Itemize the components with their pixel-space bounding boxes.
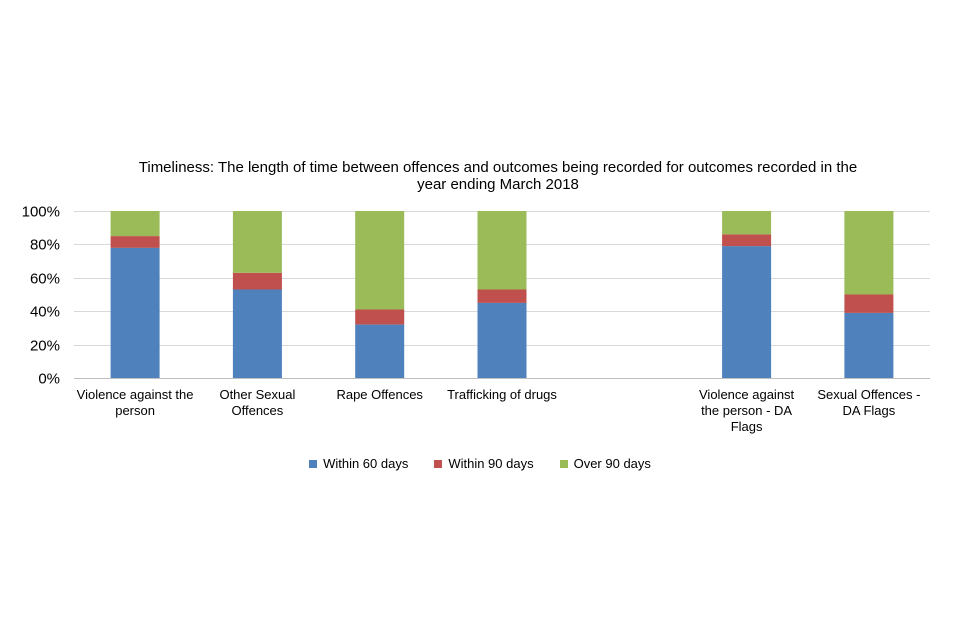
bar-segment-within-90-days: [110, 236, 160, 248]
bar-segment-over-90-days: [722, 211, 772, 235]
y-tick-label: 60%: [30, 271, 60, 288]
bar-segment-over-90-days: [232, 211, 282, 273]
legend-swatch-within-60: [309, 459, 318, 468]
legend-label-over-90: Over 90 days: [573, 456, 651, 471]
legend-label-within-90: Within 90 days: [448, 456, 534, 471]
legend-item-within-90: Within 90 days: [434, 456, 534, 471]
legend-label-within-60: Within 60 days: [323, 456, 409, 471]
x-category-label: person: [115, 403, 155, 418]
bar-segment-within-90-days: [355, 309, 405, 325]
bar-segment-within-60-days: [477, 302, 527, 378]
bar-segment-within-90-days: [232, 272, 282, 290]
y-tick-label: 100%: [22, 204, 60, 221]
x-category-label: Violence against: [699, 387, 795, 402]
x-category-label: Sexual Offences -: [817, 387, 920, 402]
x-category-label: Flags: [731, 419, 763, 434]
bar-segment-within-60-days: [232, 289, 282, 378]
chart-title-line-2: year ending March 2018: [417, 176, 579, 193]
bar-segment-within-90-days: [722, 234, 772, 247]
y-tick-label: 20%: [30, 338, 60, 355]
x-category-label: DA Flags: [843, 403, 896, 418]
x-category-label: Other Sexual: [219, 387, 295, 402]
bar-segment-within-60-days: [355, 324, 405, 378]
bar-segment-over-90-days: [110, 211, 160, 237]
chart-title: Timeliness: The length of time between o…: [100, 159, 896, 193]
x-category-label: Rape Offences: [336, 387, 423, 402]
legend-swatch-over-90: [559, 459, 568, 468]
x-category-label: the person - DA: [701, 403, 792, 418]
bar-segment-within-60-days: [722, 246, 772, 378]
bar-segment-within-90-days: [844, 294, 894, 313]
y-tick-label: 80%: [30, 237, 60, 254]
x-category-label: Violence against the: [77, 387, 194, 402]
bar-segment-over-90-days: [477, 211, 527, 290]
bar-segment-within-90-days: [477, 289, 527, 303]
legend-swatch-within-90: [434, 459, 443, 468]
legend-item-over-90: Over 90 days: [559, 456, 651, 471]
y-tick-label: 40%: [30, 304, 60, 321]
chart-title-line-1: Timeliness: The length of time between o…: [138, 159, 858, 176]
bar-segment-within-60-days: [844, 312, 894, 378]
legend: Within 60 days Within 90 days Over 90 da…: [0, 456, 960, 471]
y-tick-label: 0%: [38, 371, 60, 388]
bar-segment-within-60-days: [110, 247, 160, 378]
legend-item-within-60: Within 60 days: [309, 456, 408, 471]
bar-segment-over-90-days: [355, 211, 405, 310]
x-category-label: Offences: [232, 403, 284, 418]
bar-segment-over-90-days: [844, 211, 894, 295]
x-category-label: Trafficking of drugs: [447, 387, 557, 402]
